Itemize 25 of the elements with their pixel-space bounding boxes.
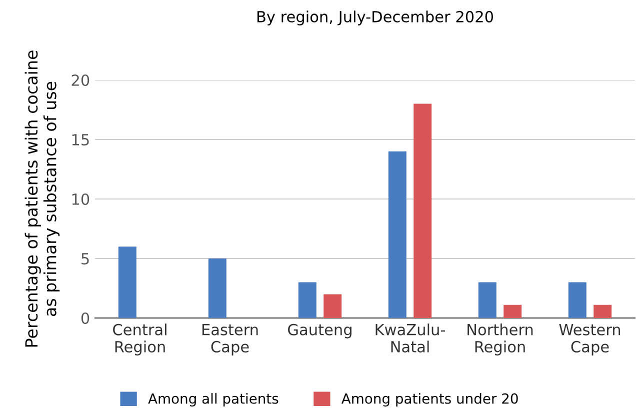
bar bbox=[118, 246, 136, 318]
bar bbox=[478, 282, 496, 318]
y-tick-label: 5 bbox=[82, 253, 89, 265]
x-tick-label: Eastern Cape bbox=[202, 324, 258, 356]
bar bbox=[504, 304, 522, 318]
bar bbox=[324, 294, 342, 318]
x-tick-label: Northern Region bbox=[468, 324, 533, 356]
legend-label: Among all patients bbox=[148, 393, 278, 406]
bar bbox=[388, 151, 406, 318]
bar bbox=[298, 282, 316, 318]
y-tick-label: 0 bbox=[81, 312, 90, 324]
bar bbox=[208, 258, 226, 318]
bar bbox=[568, 282, 586, 318]
x-tick-label: Central Region bbox=[113, 324, 166, 356]
y-axis-title: Percentage of patients with cocaine as primary substance of use bbox=[24, 50, 60, 347]
x-tick-label: Western Cape bbox=[559, 324, 620, 356]
y-tick-label: 15 bbox=[72, 134, 89, 146]
y-tick-label: 20 bbox=[72, 74, 90, 86]
chart-title: By region, July-December 2020 bbox=[257, 10, 494, 26]
x-tick-label: Gauteng bbox=[288, 324, 352, 338]
bar bbox=[594, 304, 612, 318]
legend-label: Among patients under 20 bbox=[341, 393, 518, 406]
bar bbox=[414, 104, 432, 318]
y-tick-label: 10 bbox=[72, 193, 90, 206]
x-tick-label: KwaZulu- Natal bbox=[376, 324, 445, 352]
